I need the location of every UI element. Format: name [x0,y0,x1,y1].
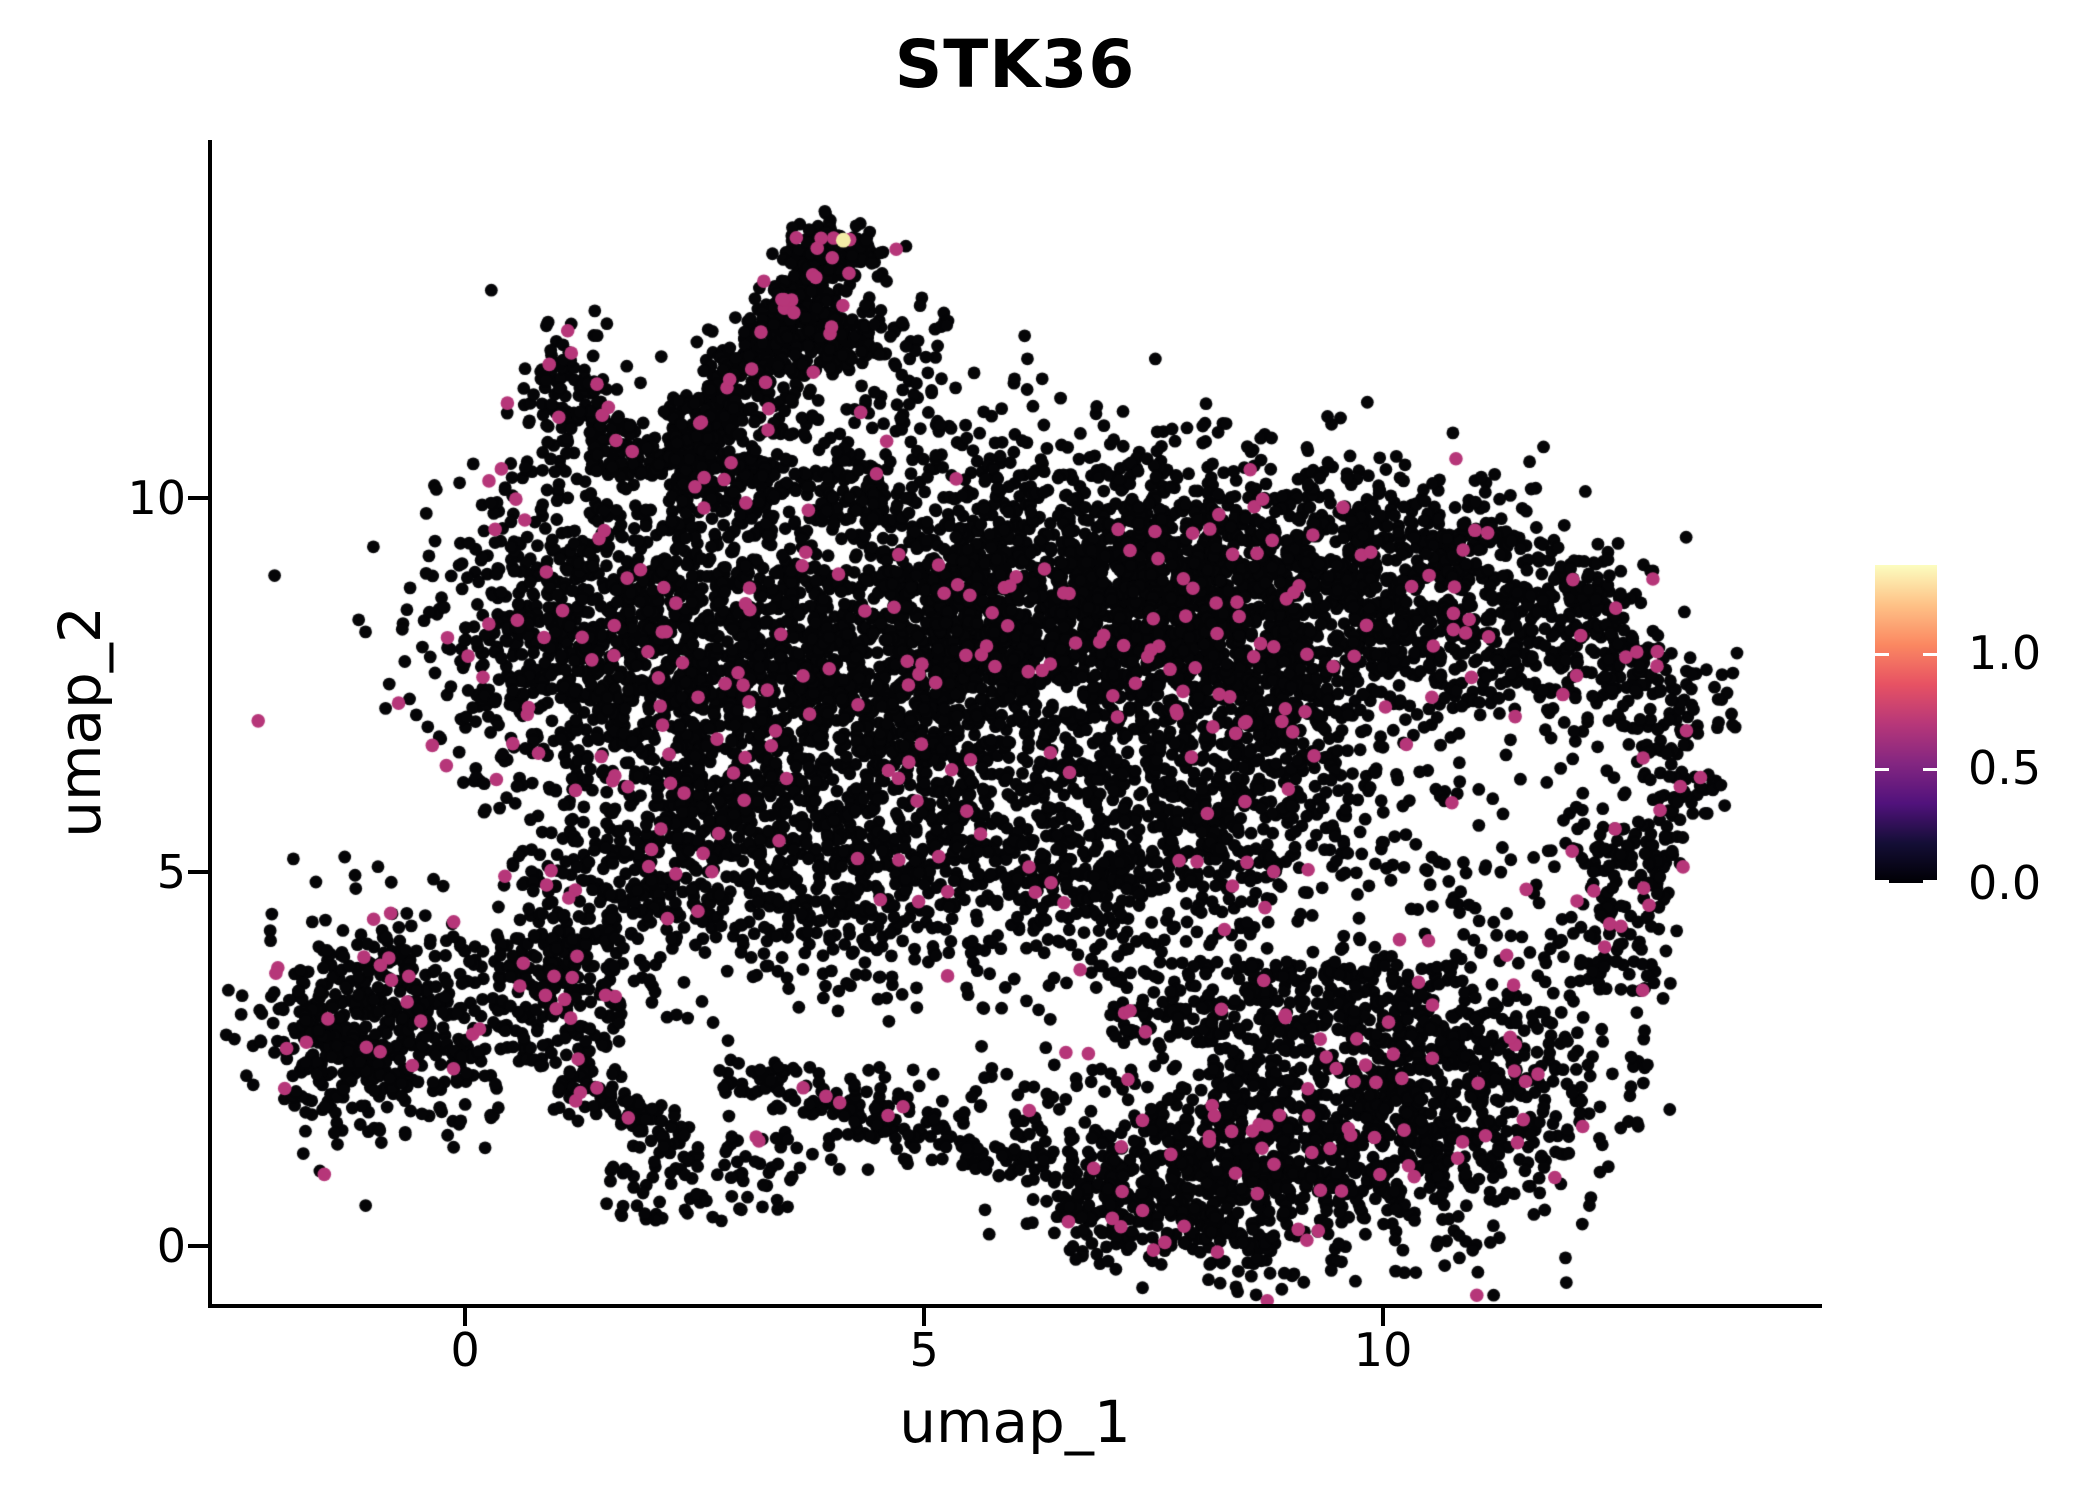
colorbar-tick-mark [1875,652,1889,656]
colorbar-tick-mark [1875,880,1889,883]
x-tick-mark [922,1306,927,1326]
y-tick-mark [188,870,208,875]
y-axis-title: umap_2 [46,606,114,838]
x-axis-title: umap_1 [899,1388,1131,1456]
x-tick-label: 0 [450,1323,480,1377]
x-tick-label: 10 [1353,1323,1413,1377]
x-tick-mark [1381,1306,1386,1326]
x-tick-mark [463,1306,468,1326]
y-tick-label: 10 [127,471,186,526]
colorbar-gradient [1875,565,1937,883]
y-axis-line [208,140,212,1308]
colorbar-tick-mark [1875,767,1889,771]
colorbar-tick-label: 0.0 [1968,856,2042,910]
y-tick-label: 5 [156,845,186,900]
plot-title: STK36 [894,26,1136,103]
colorbar-tick-mark [1923,880,1937,883]
colorbar-tick-label: 1.0 [1968,625,2042,680]
x-axis-line [208,1304,1822,1308]
y-tick-mark [188,496,208,501]
colorbar-tick-mark [1923,767,1937,771]
x-tick-label: 5 [909,1323,939,1377]
y-tick-label: 0 [156,1218,186,1273]
y-tick-mark [188,1243,208,1248]
colorbar-tick-mark [1923,652,1937,656]
colorbar-tick-label: 0.5 [1968,740,2042,795]
